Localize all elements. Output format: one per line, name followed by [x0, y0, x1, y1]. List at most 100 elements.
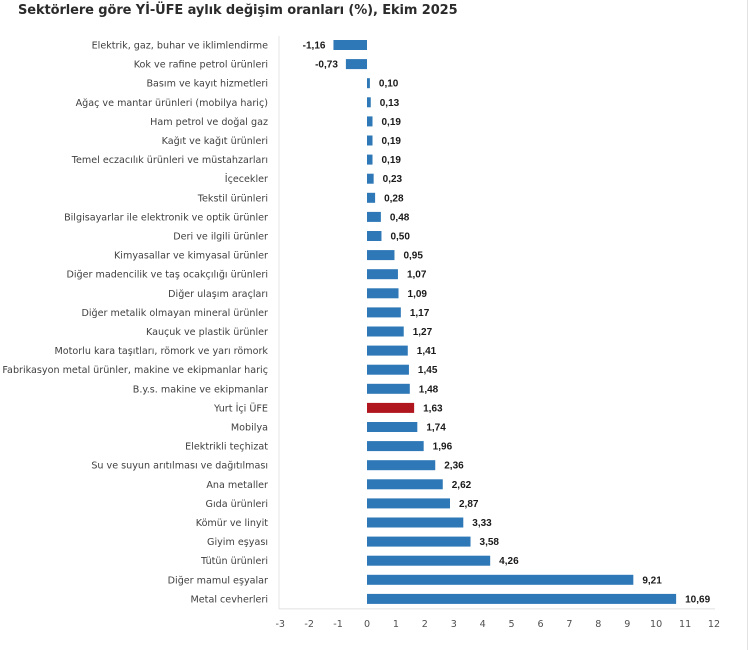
value-label: 2,36: [444, 461, 464, 472]
x-tick-label: 9: [624, 619, 630, 630]
value-labels-group: -1,16 -0,73 0,10 0,13 0,19 0,19 0,19 0,23 0,28 0,…: [303, 41, 711, 606]
category-labels-group: Elektrik, gaz, buhar ve iklimlendirme Kok…: [2, 41, 268, 606]
x-tick-label: -3: [275, 619, 285, 630]
bar-3: [367, 97, 371, 108]
value-label: 1,09: [408, 289, 428, 300]
value-label: 2,62: [452, 480, 472, 491]
x-tick-label: 7: [566, 619, 572, 630]
bar-29: [367, 593, 677, 604]
chart-title: Sektörlere göre Yİ-ÜFE aylık değişim ora…: [18, 3, 458, 18]
bar-27: [367, 555, 491, 566]
value-label: 3,58: [480, 537, 500, 548]
x-tick-label: 2: [422, 619, 428, 630]
x-tick-label: -1: [333, 619, 343, 630]
category-label: Ham petrol ve doğal gaz: [150, 116, 268, 128]
value-label: 1,63: [423, 403, 443, 414]
category-label: Kauçuk ve plastik ürünler: [146, 327, 268, 338]
bar-1: [345, 59, 367, 70]
bar-20: [367, 422, 418, 432]
bar-17: [367, 364, 409, 375]
category-label: Diğer ulaşım araçları: [168, 288, 268, 300]
category-label: Kimyasallar ve kimyasal ürünler: [114, 251, 268, 262]
bar-9: [367, 211, 381, 222]
category-label: Bilgisayarlar ile elektronik ve optik ür…: [64, 212, 268, 223]
value-label: 0,23: [383, 174, 403, 185]
bar-18: [367, 383, 410, 394]
category-label: Gıda ürünleri: [206, 499, 268, 510]
bars-group: [333, 40, 677, 604]
category-label: Deri ve ilgili ürünler: [173, 232, 268, 243]
value-label: 0,95: [403, 251, 423, 262]
bar-7: [367, 173, 374, 184]
category-label: Kağıt ve kağıt ürünleri: [162, 135, 268, 147]
value-label: 1,74: [426, 423, 446, 434]
category-label: Temel eczacılık ürünleri ve müstahzarlar…: [71, 155, 268, 166]
value-label: 1,41: [417, 346, 437, 357]
x-tick-label: 10: [650, 619, 662, 630]
x-tick-label: 1: [393, 619, 399, 630]
value-label: 1,45: [418, 365, 438, 376]
value-label: 1,48: [419, 384, 439, 395]
bar-25: [367, 517, 464, 528]
category-label: Yurt İçi ÜFE: [213, 401, 268, 414]
value-label: 0,50: [390, 232, 410, 243]
bar-5: [367, 135, 373, 146]
category-label: Elektrikli teçhizat: [185, 442, 268, 453]
bar-22: [367, 460, 436, 471]
category-label: Giyim eşyası: [207, 537, 268, 548]
category-label: İçecekler: [225, 172, 268, 185]
bar-26: [367, 536, 471, 547]
value-label: 1,96: [433, 442, 453, 453]
value-label: -1,16: [303, 41, 326, 52]
bar-6: [367, 154, 373, 165]
x-tick-label: 12: [708, 619, 720, 630]
category-label: Ağaç ve mantar ürünleri (mobilya hariç): [76, 97, 268, 109]
bar-11: [367, 250, 395, 261]
category-label: Su ve suyun arıtılması ve dağıtılması: [91, 460, 268, 472]
category-label: Diğer madencilik ve taş ocakçılığı ürünl…: [66, 269, 268, 281]
bar-10: [367, 231, 382, 241]
value-label: 9,21: [642, 575, 662, 586]
category-label: Tekstil ürünleri: [197, 193, 268, 204]
value-label: 0,10: [379, 79, 399, 90]
value-label: 0,19: [381, 117, 401, 128]
category-label: Ana metaller: [206, 480, 268, 491]
category-label: Elektrik, gaz, buhar ve iklimlendirme: [92, 41, 268, 52]
category-label: Kok ve rafine petrol ürünleri: [134, 60, 268, 71]
category-label: Metal cevherleri: [191, 594, 269, 605]
x-tick-label: 3: [451, 619, 457, 630]
category-label: Fabrikasyon metal ürünler, makine ve eki…: [2, 365, 268, 376]
bar-12: [367, 269, 398, 280]
bar-19: [367, 402, 415, 413]
x-tick-label: 0: [364, 619, 370, 630]
x-tick-label: 5: [509, 619, 515, 630]
bar-28: [367, 574, 634, 585]
bar-2: [367, 78, 370, 89]
x-tick-label: 4: [480, 619, 486, 630]
value-label: 1,07: [407, 270, 427, 281]
category-label: Motorlu kara taşıtları, römork ve yarı r…: [54, 346, 268, 357]
x-tick-label: 6: [537, 619, 543, 630]
value-label: 1,27: [413, 327, 433, 338]
value-label: 2,87: [459, 499, 479, 510]
bar-23: [367, 479, 443, 490]
value-label: 1,17: [410, 308, 430, 319]
bar-21: [367, 441, 424, 452]
x-tick-labels-group: -3 -2 -1 0 1 2 3 4 5 6 7 8 9 10 11 12: [275, 619, 720, 630]
category-label: Diğer mamul eşyalar: [168, 574, 268, 586]
bar-8: [367, 192, 376, 203]
value-label: 4,26: [499, 556, 519, 567]
bar-14: [367, 307, 401, 318]
value-label: -0,73: [315, 60, 338, 71]
bar-13: [367, 288, 399, 299]
category-label: Kömür ve linyit: [196, 518, 268, 529]
category-label: B.y.s. makine ve ekipmanlar: [133, 384, 268, 395]
x-tick-label: 8: [595, 619, 601, 630]
x-tick-label: 11: [679, 619, 691, 630]
category-label: Basım ve kayıt hizmetleri: [146, 79, 268, 90]
value-label: 0,28: [384, 193, 404, 204]
bar-0: [333, 40, 367, 50]
x-tick-label: -2: [304, 619, 314, 630]
bar-15: [367, 326, 404, 337]
